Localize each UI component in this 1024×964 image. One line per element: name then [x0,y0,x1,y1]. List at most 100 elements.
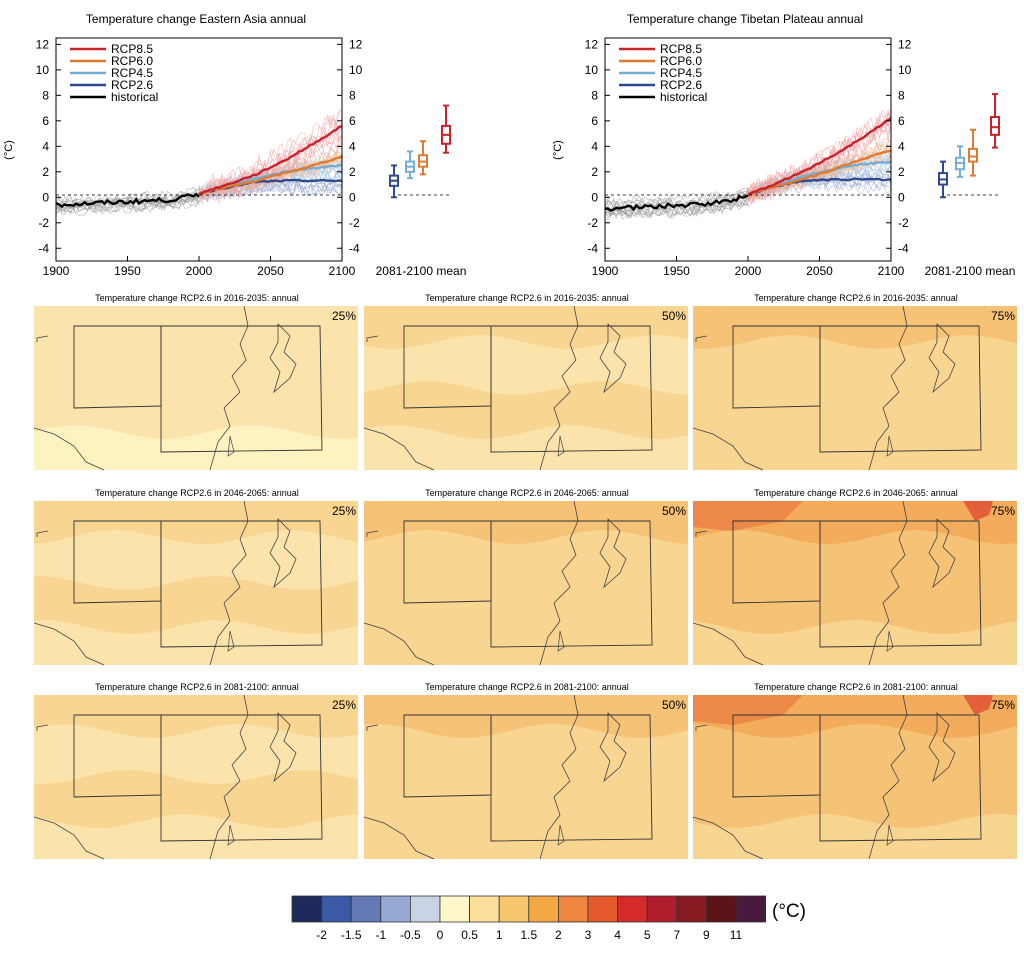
coastline-island [557,630,565,652]
series-line-rcp60 [747,149,891,197]
boxplots-2081-2100 [389,104,451,199]
map-panel: Temperature change RCP2.6 in 2016-2035: … [33,293,358,471]
y-tick-label: -4 [587,241,598,255]
percentile-label: 75% [991,698,1015,712]
coastline [695,335,708,342]
colorbar-cell [646,895,678,923]
coastline-japan [269,323,297,394]
region-box-eastern-asia [160,520,323,648]
coastline-japan [599,323,627,394]
x-tick-label: 2050 [806,264,833,278]
map-title: Temperature change RCP2.6 in 2046-2065: … [425,488,629,498]
x-tick-label: 1950 [114,264,141,278]
x-ticks: 1900 1950 2000 2050 2100 [592,256,905,278]
colorbar-cell [617,895,648,923]
coastline-japan [599,518,627,589]
series-line-rcp85 [198,124,342,196]
x-tick-label: 1950 [663,264,690,278]
map-title: Temperature change RCP2.6 in 2081-2100: … [425,682,629,692]
temperature-field [364,814,688,859]
colorbar-tick-label: 0 [437,928,444,942]
colorbar-tick-label: -2 [316,928,327,942]
colorbar: -2 -1.5 -1 -0.5 0 0.5 1 1.5 2 3 4 5 7 9 11 (°C) [291,895,806,942]
coastline [363,427,435,471]
boxplots-2081-2100 [938,93,1000,199]
colorbar-cell [439,895,471,923]
coastline-island [886,824,894,846]
y-tick-label: 12 [585,37,599,51]
series-line-historical [605,194,749,212]
colorbar-tick-label: 1 [496,928,503,942]
map-panel: Temperature change RCP2.6 in 2046-2065: … [692,488,1017,666]
coastline [363,622,435,666]
region-box-eastern-asia [819,714,982,842]
coastline [692,622,764,666]
colorbar-tick-label: -0.5 [400,928,421,942]
colorbar-tick-label: 7 [673,928,680,942]
colorbar-cell [469,895,500,923]
y-tick-label: 12 [349,37,363,51]
x-tick-label: 2000 [186,264,213,278]
colorbar-cell [350,895,382,923]
colorbar-tick-label: 3 [585,928,592,942]
y-tick-label: 8 [42,88,49,102]
ensemble-member-line [198,157,342,199]
map-title: Temperature change RCP2.6 in 2046-2065: … [95,488,299,498]
timeseries-panel-eastern-asia: Temperature change Eastern Asia annual (… [3,12,466,278]
region-box-eastern-asia [160,325,323,453]
temperature-field [34,425,358,470]
plot-frame [604,37,892,262]
y-tick-label: 12 [898,37,912,51]
map-panel: Temperature change RCP2.6 in 2046-2065: … [33,488,358,666]
colorbar-cell [291,895,323,923]
coastline-japan [928,518,956,589]
legend: RCP8.5 RCP6.0 RCP4.5 RCP2.6 historical [619,42,707,104]
colorbar-cell [409,895,441,923]
colorbar-tick-label: -1.5 [341,928,362,942]
colorbar-cell [528,895,559,923]
boxplot-label: 2081-2100 mean [376,264,467,278]
region-box-eastern-asia [819,520,982,648]
map-title: Temperature change RCP2.6 in 2046-2065: … [754,488,958,498]
coastline-japan [928,712,956,783]
map-grid: Temperature change RCP2.6 in 2016-2035: … [33,293,1017,860]
y-tick-label: 8 [898,88,905,102]
ensemble-member-line [605,201,749,217]
temperature-field [693,695,803,725]
legend-label: RCP2.6 [111,78,153,92]
y-tick-label: -4 [38,241,49,255]
series-line-historical [56,192,200,208]
panel-title: Temperature change Eastern Asia annual [86,12,306,26]
map-panel: Temperature change RCP2.6 in 2016-2035: … [692,293,1017,471]
coastline [868,500,908,666]
timeseries-panel-tibetan-plateau: Temperature change Tibetan Plateau annua… [552,12,1015,278]
y-tick-label: -2 [898,216,909,230]
map-panel: Temperature change RCP2.6 in 2081-2100: … [33,682,358,860]
colorbar-tick-label: -1 [375,928,386,942]
coastline [695,724,708,731]
y-tick-label: 8 [349,88,356,102]
colorbar-cell [321,895,352,923]
y-tick-label: 8 [591,88,598,102]
ensemble-member-line [747,112,891,202]
y-tick-label: 12 [36,37,50,51]
coastline-island [886,630,894,652]
coastline [539,500,579,666]
percentile-label: 25% [332,309,356,323]
coastline [33,427,105,471]
map-title: Temperature change RCP2.6 in 2081-2100: … [754,682,958,692]
ensemble-member-line [605,190,749,210]
y-tick-label: 10 [898,63,912,77]
legend-label: historical [660,90,707,104]
map-title: Temperature change RCP2.6 in 2016-2035: … [95,293,299,303]
map-title: Temperature change RCP2.6 in 2016-2035: … [425,293,629,303]
map-panel: Temperature change RCP2.6 in 2046-2065: … [363,488,688,666]
colorbar-tick-label: 0.5 [461,928,478,942]
colorbar-unit: (°C) [772,901,806,922]
plot-area [605,105,891,221]
ensemble-member-line [605,191,749,212]
coastline [36,335,49,342]
temperature-field [963,695,993,715]
y-tick-label: 2 [898,165,905,179]
